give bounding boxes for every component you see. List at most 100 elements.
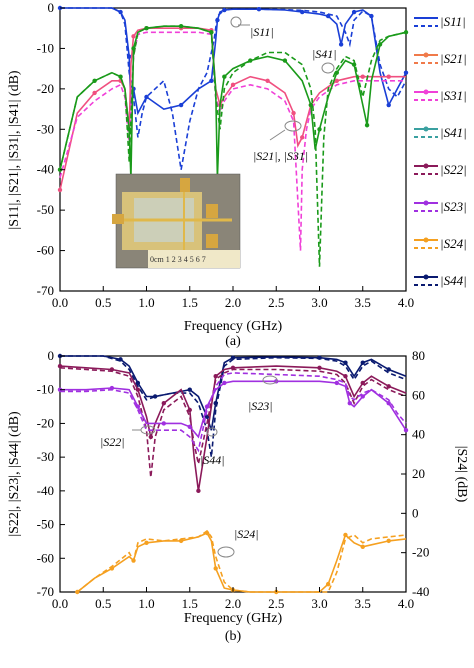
data-point-s44 (343, 360, 348, 365)
series-line-s24-solid (76, 531, 407, 593)
annotation-s41: |S41| (312, 47, 337, 61)
legend-label: |S23| (440, 199, 467, 214)
data-point-s22 (148, 434, 154, 440)
data-point-s21 (300, 135, 305, 140)
x-tick-label: 2.5 (268, 596, 284, 611)
y-tick-label: -20 (37, 415, 54, 430)
legend-marker (423, 163, 429, 169)
x-tick-label: 3.0 (311, 295, 327, 310)
data-point-s44 (230, 355, 236, 360)
data-point-s11 (386, 102, 391, 108)
data-point-s22 (343, 374, 348, 379)
data-point-s24 (386, 538, 391, 544)
chart-b-y-label-right: |S24| (dB) (454, 446, 469, 503)
chart-a-series (57, 5, 409, 267)
data-point-s44 (187, 387, 192, 392)
y-right-tick-label: 20 (412, 466, 425, 481)
data-point-s21 (92, 90, 97, 96)
annotation-s22: |S22| (100, 435, 125, 449)
y-right-tick-label: -40 (412, 584, 429, 599)
chart-b-y-ticks-right: 80 60 40 20 0 -20 -40 (401, 348, 429, 599)
data-point-s21 (386, 74, 391, 79)
data-point-s24 (325, 581, 331, 587)
data-point-s23 (347, 401, 352, 406)
chart-b-annotations: |S22| |S44| |S23| |S24| (100, 375, 278, 558)
ruler-text: 0cm 1 2 3 4 5 6 7 (150, 255, 206, 264)
annotation-s24: |S24| (234, 527, 259, 541)
series-line-s44-solid (60, 355, 407, 431)
legend-label: |S21| (440, 51, 467, 66)
data-point-s23 (161, 421, 166, 426)
data-point-s22 (386, 384, 391, 389)
data-point-s24 (360, 544, 365, 549)
data-point-s21 (291, 110, 296, 116)
data-point-s11 (178, 102, 184, 108)
x-tick-label: 2.5 (268, 295, 284, 310)
series-line-s44-dashed (60, 355, 407, 458)
x-tick-label: 0.0 (52, 596, 68, 611)
annotation-s21-s31: |S21|, |S31| (253, 149, 308, 163)
caption-a: (a) (225, 334, 241, 349)
data-point-s41 (282, 58, 288, 63)
y-tick-label: -50 (37, 202, 54, 217)
y-tick-label: -70 (37, 584, 54, 599)
x-tick-label: 3.0 (311, 596, 327, 611)
chart-a-x-ticks: 0.0 0.5 1.0 1.5 2.0 2.5 3.0 3.5 4.0 (52, 286, 414, 310)
legend-marker (423, 274, 429, 280)
legend-label: |S11| (440, 14, 466, 29)
x-tick-label: 2.0 (225, 295, 241, 310)
y-tick-label: -70 (37, 283, 54, 298)
data-point-s24 (343, 532, 348, 538)
data-point-s23 (360, 394, 365, 399)
data-point-s22 (135, 387, 141, 392)
chart-b-series (57, 353, 409, 595)
data-point-s41 (131, 46, 136, 51)
data-point-s21 (131, 34, 136, 39)
data-point-s24 (178, 538, 184, 544)
x-tick-label: 4.0 (398, 295, 414, 310)
series-line-s21-solid (59, 27, 406, 191)
y-tick-label: -20 (37, 81, 54, 96)
data-point-s11 (209, 78, 214, 83)
x-tick-label: 0.5 (95, 295, 111, 310)
legend-label: |S41| (440, 125, 467, 140)
legend-marker (423, 89, 429, 95)
y-tick-label: -10 (37, 40, 54, 55)
chart-b-x-ticks: 0.0 0.5 1.0 1.5 2.0 2.5 3.0 3.5 4.0 (52, 587, 414, 611)
legend-marker (423, 200, 429, 206)
annotation-s44: |S44| (200, 453, 225, 467)
series-line-s11-dashed (60, 7, 407, 170)
legend-label: |S22| (440, 162, 467, 177)
data-point-s41 (317, 127, 322, 132)
legend-marker (423, 52, 429, 58)
data-point-s11 (351, 9, 357, 15)
data-point-s21 (230, 82, 236, 88)
x-tick-label: 3.5 (355, 596, 371, 611)
data-point-s11 (338, 42, 344, 47)
data-point-s22 (360, 380, 365, 386)
data-point-s21 (57, 187, 63, 193)
chart-b-x-label: Frequency (GHz) (184, 611, 283, 626)
series-line-s23-dashed (60, 372, 407, 453)
y-tick-label: 0 (48, 0, 55, 15)
series-line-s41-dashed (59, 25, 407, 267)
data-point-s21 (360, 74, 365, 79)
y-tick-label: -60 (37, 550, 54, 565)
legend-marker (423, 126, 429, 132)
data-point-s44 (360, 360, 365, 365)
legend-marker (423, 237, 429, 243)
series-line-s22-solid (59, 365, 407, 492)
y-tick-label: 0 (48, 348, 55, 363)
chart-b-y-ticks: 0 -10 -20 -30 -40 -50 -60 -70 (37, 348, 65, 599)
data-point-s22 (196, 488, 201, 494)
x-tick-label: 3.5 (355, 295, 371, 310)
data-point-s22 (187, 407, 192, 413)
data-point-s23 (187, 424, 192, 429)
caption-b: (b) (225, 629, 242, 644)
data-point-s24 (213, 566, 218, 571)
x-tick-label: 2.0 (225, 596, 241, 611)
chart-a-annotations: |S11| |S41| |S21|, |S31| (230, 16, 337, 163)
x-tick-label: 1.5 (182, 596, 198, 611)
series-line-s41-solid (59, 25, 407, 178)
chart-b: 0 -10 -20 -30 -40 -50 -60 -70 80 60 40 20 0 -20 -40 0… (7, 348, 469, 644)
